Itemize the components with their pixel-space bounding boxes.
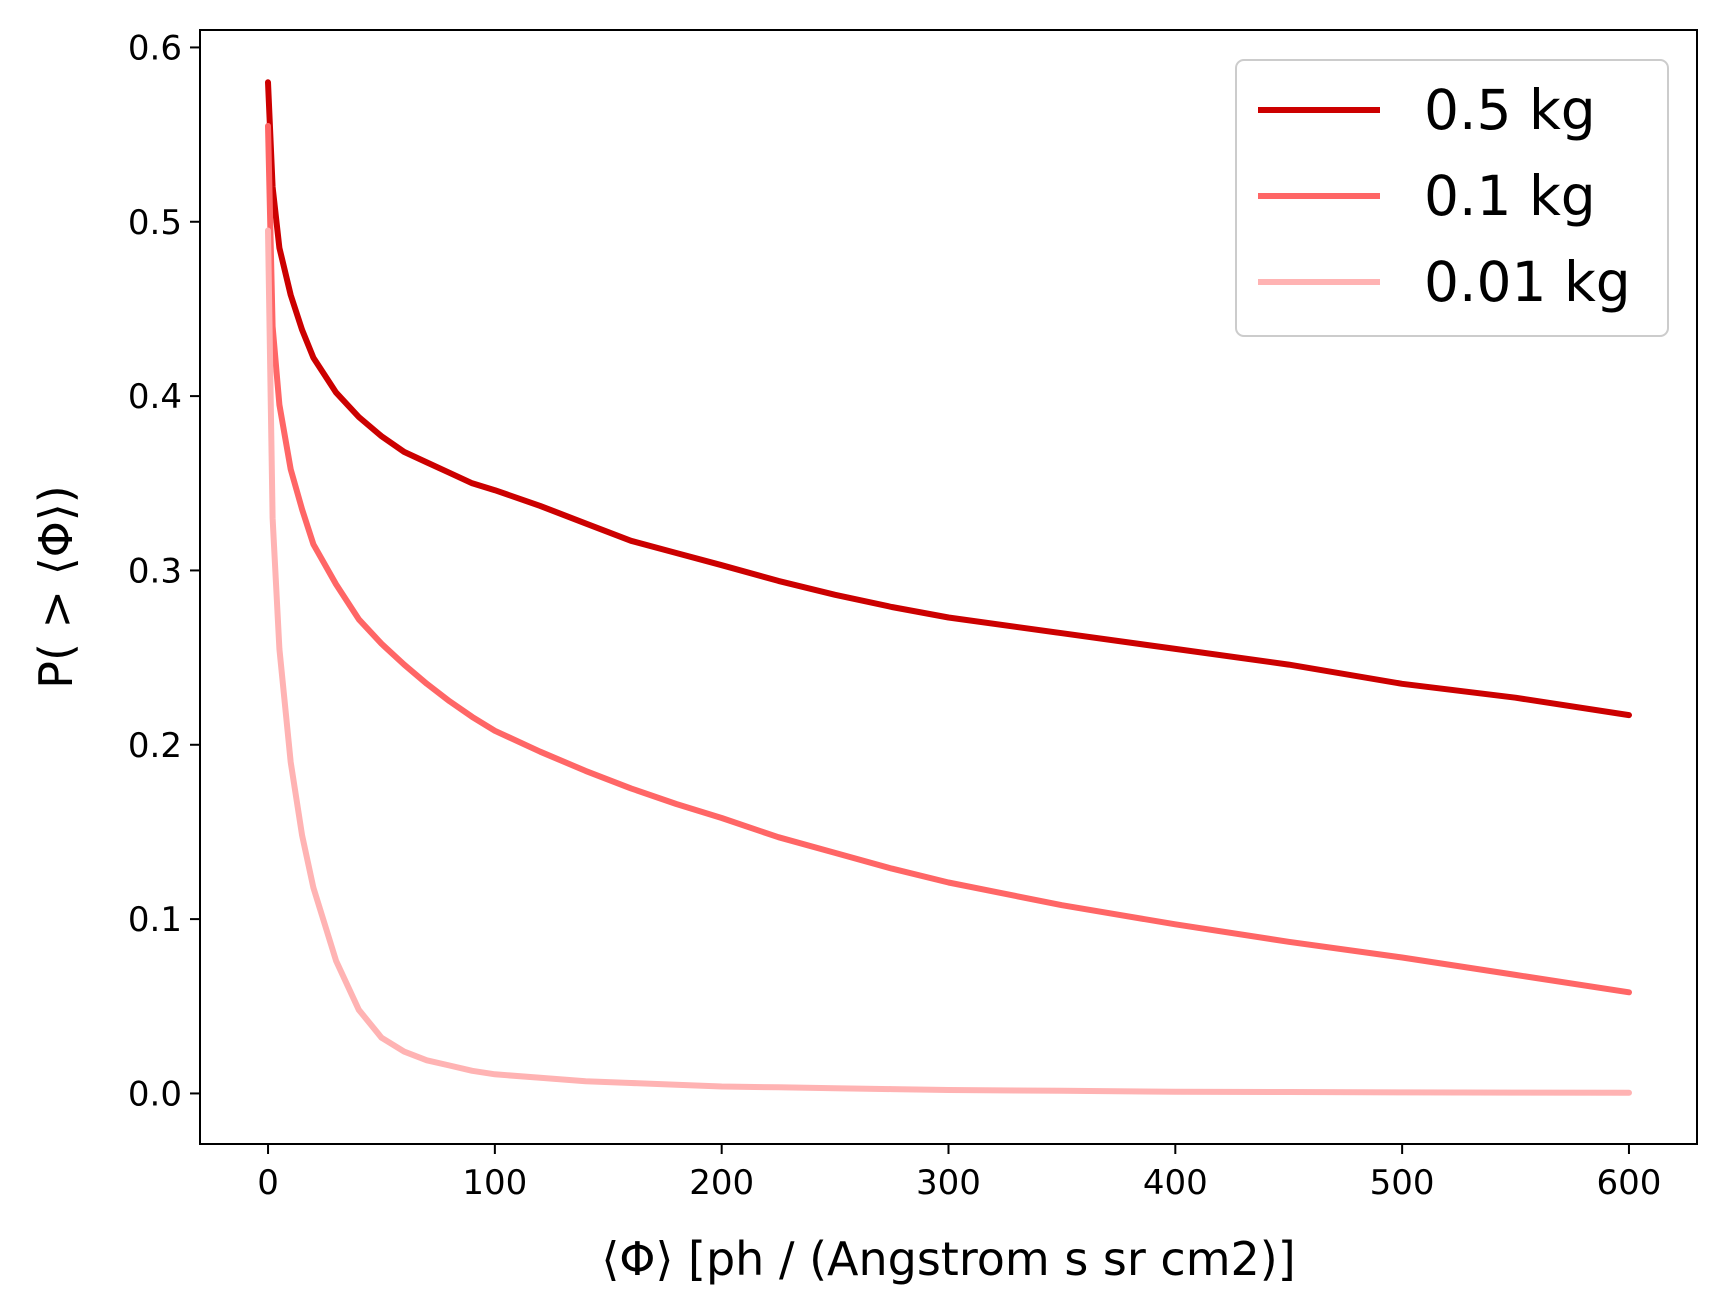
y-axis-label: P( > ⟨Φ⟩) (29, 485, 83, 689)
y-tick-label: 0.0 (128, 1074, 182, 1114)
x-tick-label: 200 (689, 1163, 754, 1203)
legend[interactable]: 0.5 kg 0.1 kg 0.01 kg (1235, 59, 1669, 337)
x-tick-label: 100 (462, 1163, 527, 1203)
x-tick-label: 0 (257, 1163, 279, 1203)
legend-label-3: 0.01 kg (1424, 250, 1631, 314)
y-tick-label: 0.1 (128, 900, 182, 940)
series-layer (265, 79, 1632, 1096)
y-tick-label: 0.2 (128, 726, 182, 766)
legend-label-2: 0.1 kg (1424, 164, 1596, 228)
series-line-3 (265, 227, 1632, 1096)
y-axis: 0.0 0.1 0.2 0.3 0.4 0.5 0.6 (128, 28, 200, 1114)
x-tick-label: 500 (1370, 1163, 1435, 1203)
x-axis-label: ⟨Φ⟩ [ph / (Angstrom s sr cm2)] (601, 1232, 1295, 1286)
y-tick-label: 0.6 (128, 28, 182, 68)
x-axis: 0 100 200 300 400 500 600 (257, 1144, 1661, 1203)
y-tick-label: 0.3 (128, 551, 182, 591)
y-tick-label: 0.5 (128, 203, 182, 243)
x-tick-label: 400 (1143, 1163, 1208, 1203)
x-tick-label: 300 (916, 1163, 981, 1203)
x-tick-label: 600 (1597, 1163, 1662, 1203)
series-line-2 (265, 122, 1632, 996)
series-line-1 (265, 79, 1632, 719)
legend-box (1235, 59, 1669, 337)
legend-label-1: 0.5 kg (1424, 78, 1596, 142)
y-tick-label: 0.4 (128, 377, 182, 417)
